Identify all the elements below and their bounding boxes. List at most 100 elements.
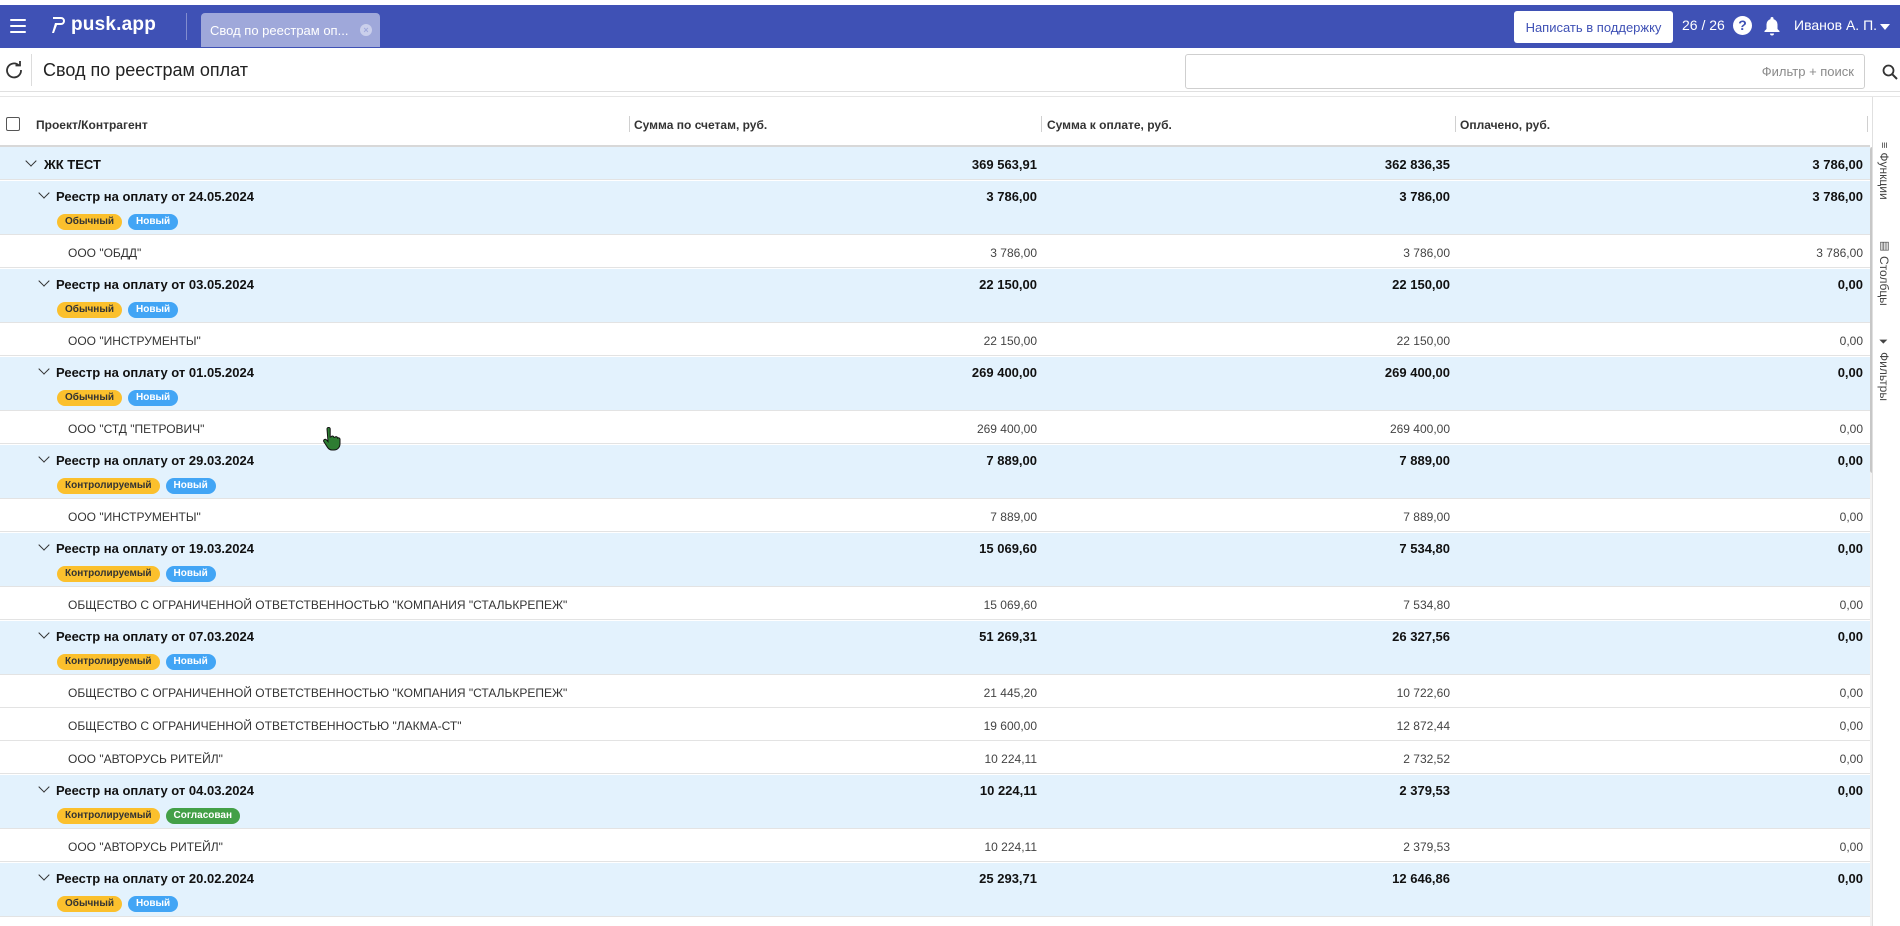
group-paid: 0,00 xyxy=(1837,871,1863,886)
group-to-pay: 22 150,00 xyxy=(1392,277,1450,292)
group-invoice-sum: 269 400,00 xyxy=(971,365,1037,380)
column-header-project[interactable]: Проект/Контрагент xyxy=(36,118,148,132)
app-logo[interactable]: pusk.app xyxy=(51,14,156,36)
registry-group-row[interactable]: Реестр на оплату от 20.02.2024 25 293,71 1… xyxy=(0,863,1870,917)
registry-group-row[interactable]: Реестр на оплату от 04.03.2024 10 224,11 2… xyxy=(0,775,1870,829)
status-badge: Новый xyxy=(165,478,216,494)
row-invoice-sum: 10 224,11 xyxy=(984,840,1038,854)
status-badge: Обычный xyxy=(57,214,123,230)
filter-search-box[interactable] xyxy=(1185,54,1865,89)
side-tool-panel: ≡ Функции ▥ Столбцы ⏷ Фильтры xyxy=(1872,97,1900,926)
select-all-checkbox[interactable] xyxy=(6,117,20,131)
status-badge: Новый xyxy=(165,566,216,582)
contractor-row[interactable]: ОБЩЕСТВО С ОГРАНИЧЕННОЙ ОТВЕТСТВЕННОСТЬЮ… xyxy=(0,676,1870,708)
registry-title: Реестр на оплату от 01.05.2024 xyxy=(56,365,254,380)
status-badge: Новый xyxy=(128,390,179,406)
registry-group-row[interactable]: Реестр на оплату от 03.05.2024 22 150,00 2… xyxy=(0,269,1870,323)
header-divider xyxy=(31,54,32,86)
chevron-down-icon[interactable] xyxy=(38,781,50,793)
search-icon[interactable] xyxy=(1882,64,1898,80)
chevron-down-icon[interactable] xyxy=(25,155,37,167)
group-to-pay: 26 327,56 xyxy=(1392,629,1450,644)
registry-badges: Обычный Новый xyxy=(57,302,179,318)
funnel-icon: ⏷ xyxy=(1878,337,1890,348)
contractor-row[interactable]: ООО "ИНСТРУМЕНТЫ" 22 150,00 22 150,00 0,00 xyxy=(0,324,1870,356)
row-to-pay: 3 786,00 xyxy=(1403,246,1450,260)
registry-badges: Обычный Новый xyxy=(57,214,179,230)
row-invoice-sum: 10 224,11 xyxy=(984,752,1038,766)
contractor-row[interactable]: ООО "АВТОРУСЬ РИТЕЙЛ" 10 224,11 2 379,53 0,… xyxy=(0,830,1870,862)
tab-label: Свод по реестрам оп... xyxy=(210,22,349,38)
row-paid: 0,00 xyxy=(1839,840,1863,854)
registry-group-row[interactable]: Реестр на оплату от 29.03.2024 7 889,00 7 … xyxy=(0,445,1870,499)
group-paid: 0,00 xyxy=(1837,453,1863,468)
toolbar-divider xyxy=(0,96,1900,97)
chevron-down-icon[interactable] xyxy=(38,451,50,463)
contractor-name: ООО "ИНСТРУМЕНТЫ" xyxy=(68,510,201,524)
registry-title: Реестр на оплату от 03.05.2024 xyxy=(56,277,254,292)
hand-pointer-cursor-icon xyxy=(323,427,341,451)
hamburger-menu-icon[interactable] xyxy=(10,19,26,33)
row-to-pay: 7 889,00 xyxy=(1403,510,1450,524)
refresh-icon[interactable] xyxy=(5,61,23,79)
chevron-down-icon[interactable] xyxy=(38,275,50,287)
user-menu[interactable]: Иванов А. П. xyxy=(1794,17,1878,33)
column-header-to-pay[interactable]: Сумма к оплате, руб. xyxy=(1047,118,1172,132)
total-paid: 3 786,00 xyxy=(1812,157,1863,172)
column-header-invoice-sum[interactable]: Сумма по счетам, руб. xyxy=(634,118,768,132)
top-app-bar: pusk.app Свод по реестрам оп... × Написа… xyxy=(0,5,1900,48)
chevron-down-icon[interactable] xyxy=(38,363,50,375)
row-paid: 0,00 xyxy=(1839,334,1863,348)
registry-badges: Обычный Новый xyxy=(57,390,179,406)
registry-badges: Обычный Новый xyxy=(57,896,179,912)
registry-group-row[interactable]: Реестр на оплату от 07.03.2024 51 269,31 2… xyxy=(0,621,1870,675)
row-invoice-sum: 7 889,00 xyxy=(990,510,1037,524)
column-resize-handle[interactable] xyxy=(1455,116,1456,132)
side-tab-filters[interactable]: ⏷ Фильтры xyxy=(1877,337,1891,401)
contractor-name: ОБЩЕСТВО С ОГРАНИЧЕННОЙ ОТВЕТСТВЕННОСТЬЮ… xyxy=(68,598,568,612)
registry-group-row[interactable]: Реестр на оплату от 19.03.2024 15 069,60 7… xyxy=(0,533,1870,587)
contractor-row[interactable]: ООО "АВТОРУСЬ РИТЕЙЛ" 10 224,11 2 732,52 0,… xyxy=(0,742,1870,774)
contractor-row[interactable]: ООО "ОБДД" 3 786,00 3 786,00 3 786,00 xyxy=(0,236,1870,268)
support-button[interactable]: Написать в поддержку xyxy=(1514,11,1673,43)
side-tab-functions[interactable]: ≡ Функции xyxy=(1877,142,1891,200)
group-paid: 0,00 xyxy=(1837,277,1863,292)
chevron-down-icon[interactable] xyxy=(38,539,50,551)
group-invoice-sum: 7 889,00 xyxy=(986,453,1037,468)
help-icon[interactable]: ? xyxy=(1733,16,1752,35)
contractor-row[interactable]: ОБЩЕСТВО С ОГРАНИЧЕННОЙ ОТВЕТСТВЕННОСТЬЮ… xyxy=(0,709,1870,741)
status-badge: Обычный xyxy=(57,302,123,318)
close-tab-icon[interactable]: × xyxy=(360,24,372,36)
logo-text: pusk.app xyxy=(71,14,157,35)
status-badge: Контролируемый xyxy=(57,808,160,824)
row-to-pay: 10 722,60 xyxy=(1396,686,1450,700)
chevron-down-icon[interactable] xyxy=(38,869,50,881)
contractor-row[interactable]: ОБЩЕСТВО С ОГРАНИЧЕННОЙ ОТВЕТСТВЕННОСТЬЮ… xyxy=(0,588,1870,620)
contractor-row[interactable]: ООО "СТД "ПЕТРОВИЧ" 269 400,00 269 400,00 0… xyxy=(0,412,1870,444)
chevron-down-icon[interactable] xyxy=(38,627,50,639)
row-paid: 0,00 xyxy=(1839,598,1863,612)
column-resize-handle[interactable] xyxy=(1041,116,1042,132)
filter-search-input[interactable] xyxy=(1186,55,1864,88)
bell-icon[interactable] xyxy=(1763,16,1781,36)
contractor-row[interactable]: ООО "ИНСТРУМЕНТЫ" 7 889,00 7 889,00 0,00 xyxy=(0,500,1870,532)
tab-payment-registries-summary[interactable]: Свод по реестрам оп... × xyxy=(201,13,380,47)
tasks-counter[interactable]: 26 / 26 xyxy=(1682,17,1725,33)
column-header-paid[interactable]: Оплачено, руб. xyxy=(1460,118,1551,132)
group-invoice-sum: 51 269,31 xyxy=(979,629,1037,644)
column-resize-handle[interactable] xyxy=(1867,116,1868,132)
column-resize-handle[interactable] xyxy=(629,116,630,132)
row-invoice-sum: 269 400,00 xyxy=(976,422,1037,436)
registry-group-row[interactable]: Реестр на оплату от 24.05.2024 3 786,00 3 … xyxy=(0,181,1870,235)
row-to-pay: 12 872,44 xyxy=(1396,719,1450,733)
project-total-row[interactable]: ЖК ТЕСТ 369 563,91 362 836,35 3 786,00 xyxy=(0,147,1870,180)
registry-group-row[interactable]: Реестр на оплату от 01.05.2024 269 400,00… xyxy=(0,357,1870,411)
total-invoice-sum: 369 563,91 xyxy=(971,157,1037,172)
page-title: Свод по реестрам оплат xyxy=(43,60,249,80)
chevron-down-icon[interactable] xyxy=(38,187,50,199)
side-tab-columns[interactable]: ▥ Столбцы xyxy=(1877,239,1891,306)
contractor-name: ООО "ОБДД" xyxy=(68,246,142,260)
registry-title: Реестр на оплату от 19.03.2024 xyxy=(56,541,254,556)
caret-down-icon[interactable] xyxy=(1880,24,1890,30)
row-to-pay: 7 534,80 xyxy=(1403,598,1450,612)
